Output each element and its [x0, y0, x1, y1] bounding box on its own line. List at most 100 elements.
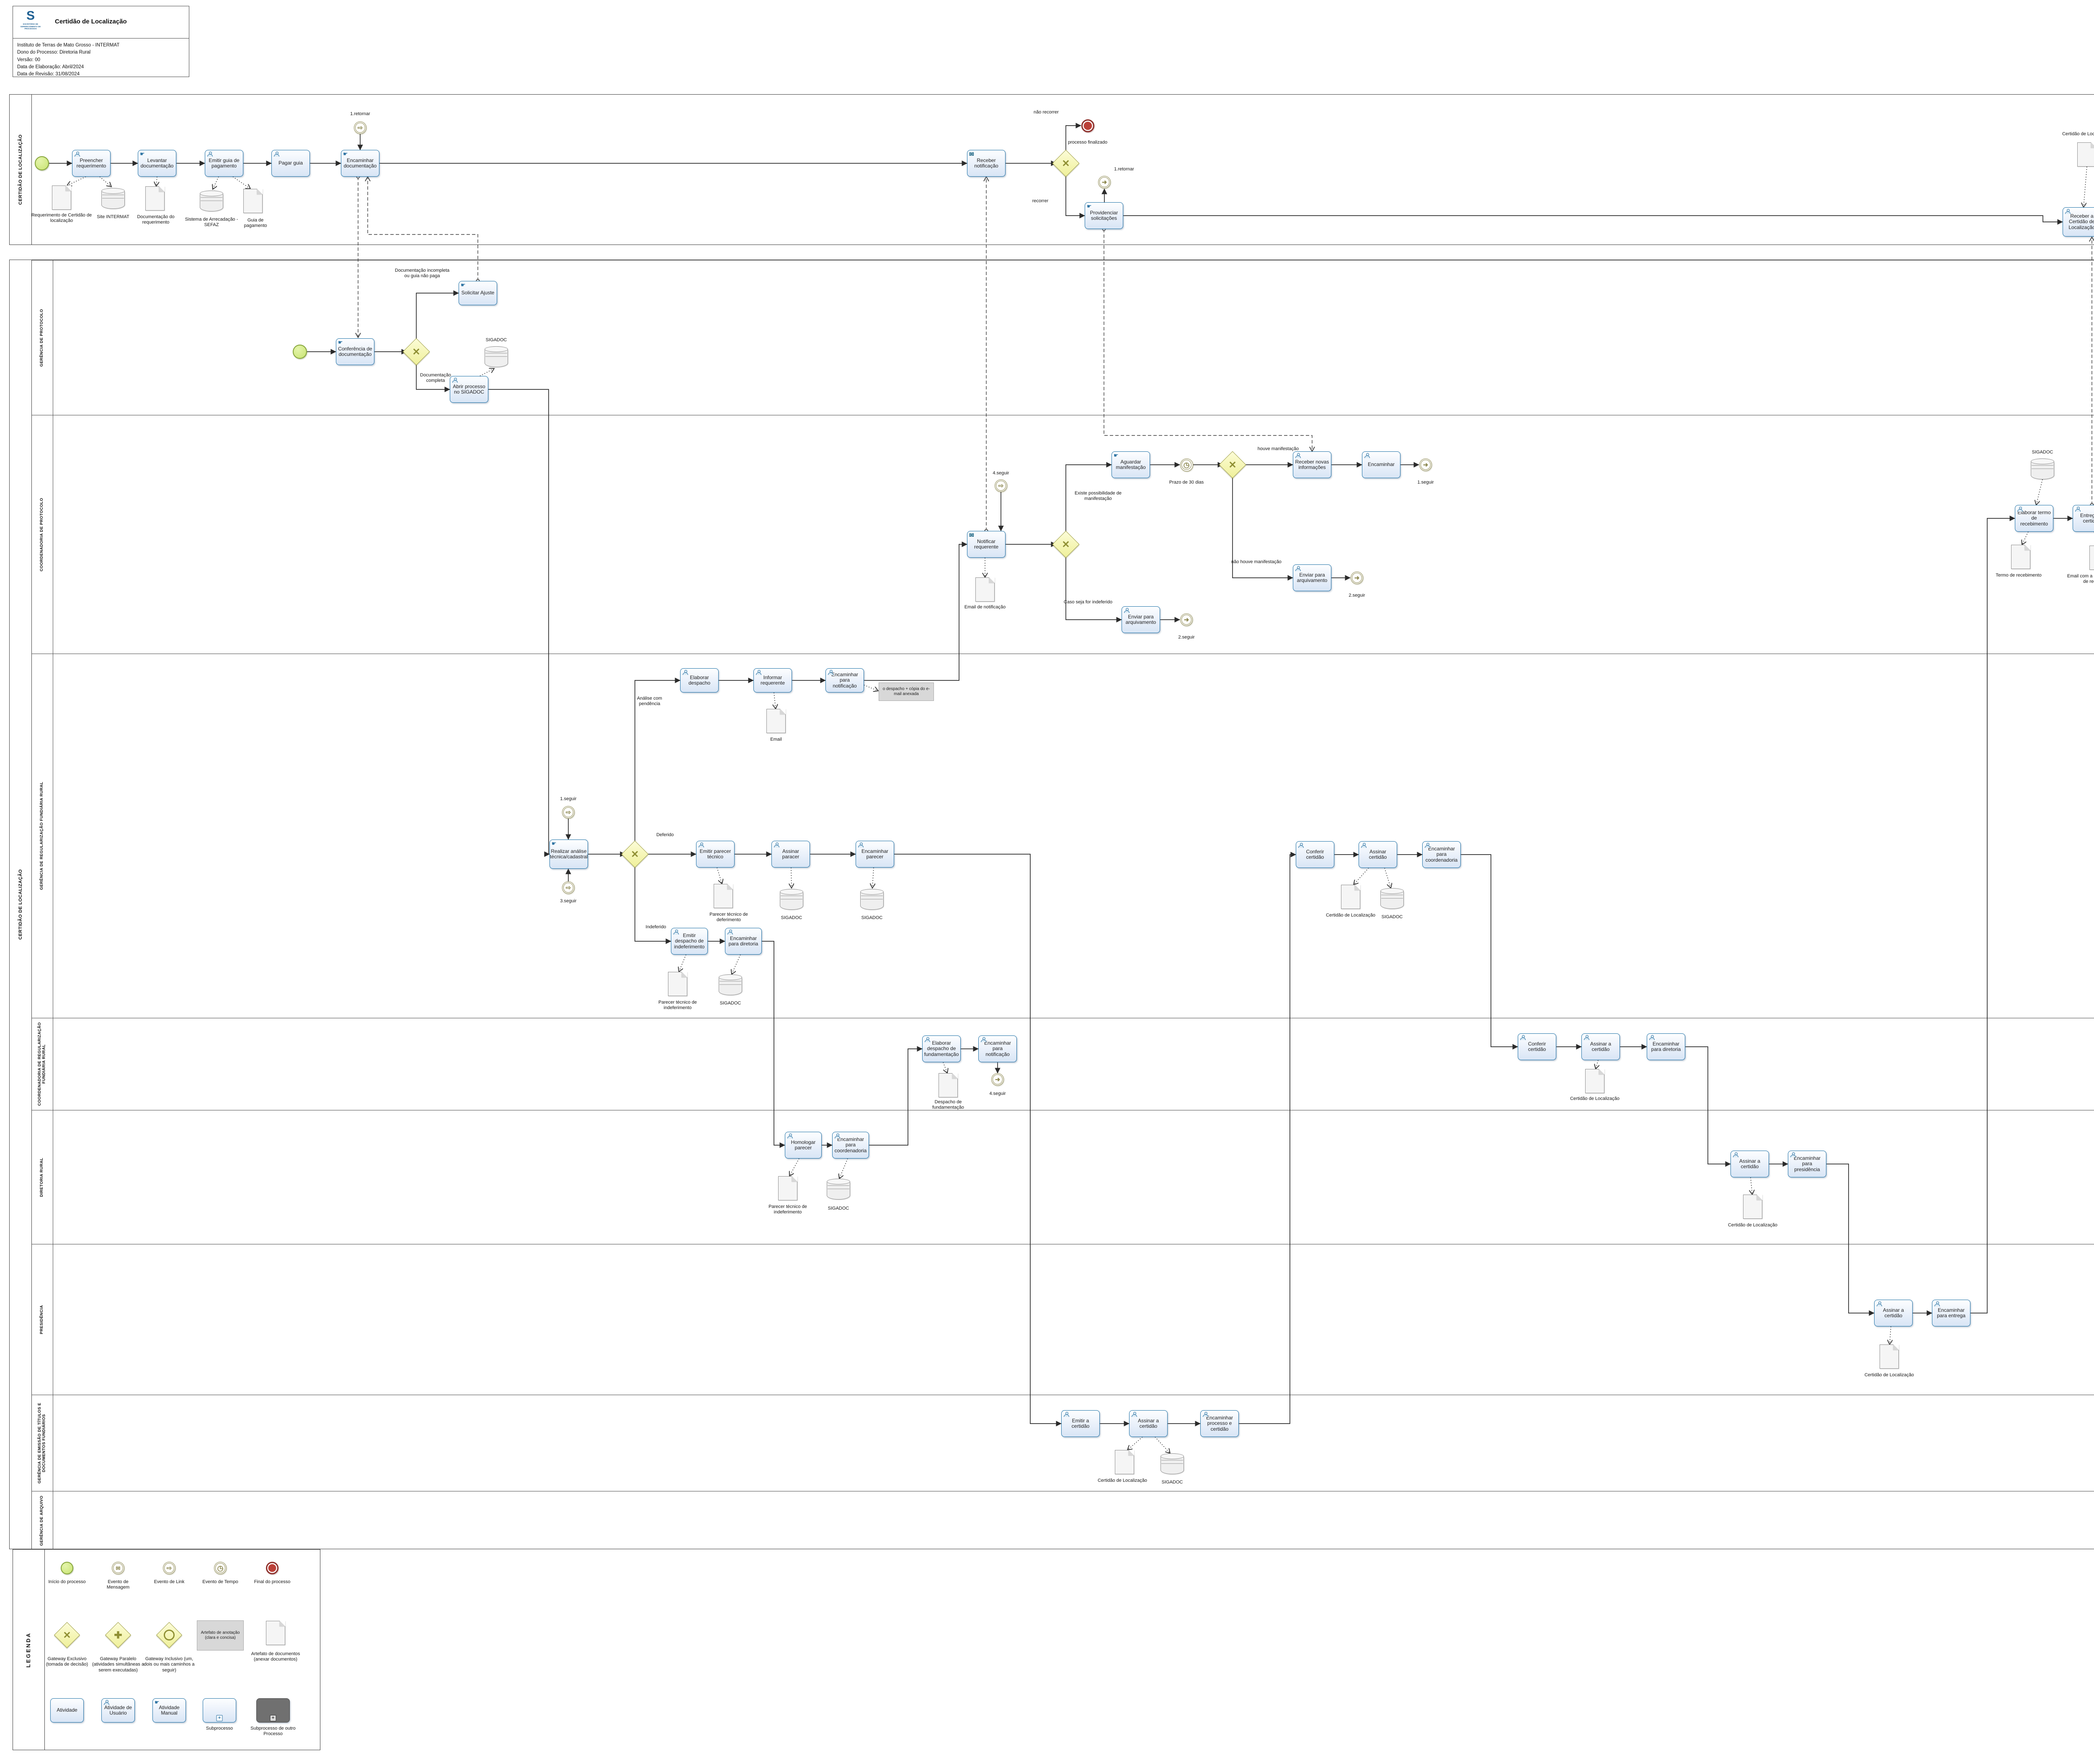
event-link-4seguir-throw[interactable]: ➜: [991, 1073, 1004, 1086]
db-sigadoc-parecer2[interactable]: [860, 889, 884, 910]
sequence-flow: [1970, 515, 2015, 1313]
label-certidao-grf: Certidão de Localização: [1326, 913, 1376, 918]
task-assinar-certidao-coord[interactable]: Assinar a certidão: [1581, 1033, 1620, 1060]
task-enviar-arquivamento-1[interactable]: Enviar para arquivamento: [1122, 606, 1160, 633]
task-elaborar-despacho-fundamentacao[interactable]: Elaborar despacho de fundamentação: [922, 1035, 961, 1062]
label-nao-recorrer: não recorrer: [1034, 110, 1059, 115]
event-link-2seguir-throw-b[interactable]: ➜: [1351, 572, 1363, 584]
task-assinar-certidao-ger[interactable]: Assinar a certidão: [1129, 1410, 1168, 1437]
exclusive-gateway-icon: ✕: [631, 848, 639, 860]
envelope-icon: ✉: [116, 1565, 121, 1571]
doc-parecer-indeferimento-1[interactable]: [668, 972, 687, 996]
task-encaminhar-processo-certidao[interactable]: Encaminhar processo e certidão: [1200, 1410, 1239, 1437]
task-assinar-certidao-pres[interactable]: Assinar a certidão: [1874, 1300, 1913, 1326]
task-assinar-parecer[interactable]: Assinar paracer: [771, 841, 810, 868]
task-enviar-arquivamento-2[interactable]: Enviar para arquivamento: [1293, 564, 1331, 591]
event-link-1retornar-throw[interactable]: ➜: [1098, 176, 1111, 188]
event-link-3seguir-catch[interactable]: ⇨: [562, 881, 575, 894]
task-emitir-parecer[interactable]: Emitir parecer técnico: [696, 841, 735, 868]
task-elaborar-termo[interactable]: Elaborar termo de recebimento: [2015, 505, 2053, 532]
doc-email-certidao[interactable]: [2089, 546, 2094, 570]
task-encaminhar-presidencia[interactable]: Encaminhar para presidência: [1788, 1151, 1826, 1177]
task-receber-novas-informacoes[interactable]: Receber novas informações: [1293, 451, 1331, 478]
doc-certidao-grf[interactable]: [1341, 885, 1360, 909]
db-sefaz[interactable]: [200, 191, 223, 211]
task-receber-certidao[interactable]: Receber a Certidão de Localização: [2063, 207, 2094, 237]
task-encaminhar-coordenadoria-dir[interactable]: Encaminhar para coordenadoria: [832, 1132, 869, 1159]
task-aguardar-manifestacao[interactable]: Aguardar manifestação ☛: [1111, 451, 1150, 478]
end-processo-finalizado[interactable]: [1081, 119, 1094, 132]
message-flow: [368, 177, 478, 281]
task-notificar-requerente[interactable]: Notificar requerente ✉: [967, 531, 1006, 558]
db-sigadoc-ger[interactable]: [1160, 1453, 1184, 1474]
task-realizar-analise[interactable]: Realizar análise técnica/cadastral ☛: [549, 840, 588, 869]
task-conferir-certidao-coord[interactable]: Conferir certidão: [1518, 1033, 1556, 1060]
task-encaminhar-documentacao[interactable]: Encaminhar documentação ☛: [341, 150, 379, 177]
doc-email-notificacao[interactable]: [975, 577, 995, 602]
task-emitir-despacho-indef[interactable]: Emitir despacho de indeferimento: [671, 928, 708, 955]
pool-label-band: CERTIDÃO DE LOCALIZAÇÃO: [10, 95, 32, 245]
annot-despacho[interactable]: o despacho + cópia do e-mail anexada: [879, 682, 934, 701]
event-link-2seguir-throw-a[interactable]: ➜: [1180, 613, 1193, 626]
task-abrir-processo-sigadoc[interactable]: Abrir processo no SIGADOC: [450, 376, 488, 403]
task-homologar-parecer[interactable]: Homologar parecer: [785, 1132, 822, 1159]
db-sigadoc-protocolo[interactable]: [485, 346, 508, 367]
task-informar-requerente[interactable]: Informar requerente: [753, 668, 792, 693]
sequence-flow: [634, 677, 681, 845]
task-solicitar-ajuste[interactable]: Solicitar Ajuste ☛: [459, 281, 497, 305]
start-protocolo[interactable]: [293, 345, 307, 359]
doc-requerimento[interactable]: [52, 185, 71, 210]
task-encaminhar-notificacao-coord[interactable]: Encaminhar para notificação: [978, 1035, 1017, 1062]
task-encaminhar-diretoria-grf[interactable]: Encaminhar para diretoria: [725, 928, 762, 955]
start-requerente[interactable]: [35, 156, 49, 170]
task-providenciar-solicitacoes[interactable]: Providenciar solicitações ☛: [1085, 202, 1123, 229]
event-link-1seguir-catch[interactable]: ⇨: [562, 806, 575, 819]
doc-parecer-deferimento[interactable]: [714, 884, 733, 908]
doc-certidao-ger[interactable]: [1115, 1450, 1134, 1474]
db-site-intermat[interactable]: [101, 188, 125, 209]
doc-certidao-pres[interactable]: [1880, 1344, 1899, 1369]
db-sigadoc-dir[interactable]: [827, 1179, 850, 1200]
task-encaminhar-entrega[interactable]: Encaminhar para entrega: [1932, 1300, 1970, 1326]
user-task-icon: [1877, 1301, 1882, 1306]
db-sigadoc-termo[interactable]: [2031, 458, 2054, 479]
legend-label-link: Evento de Link: [154, 1579, 185, 1584]
parallel-gateway-icon: ✚: [114, 1629, 122, 1640]
doc-certidao-top[interactable]: [2077, 142, 2094, 167]
task-levantar-documentacao[interactable]: Levantar documentação ☛: [138, 150, 176, 177]
event-link-1seguir-throw[interactable]: ➜: [1419, 458, 1432, 471]
task-emitir-guia[interactable]: Emitir guia de pagamento: [205, 150, 243, 177]
task-assinar-certidao-dir[interactable]: Assinar a certidão: [1730, 1151, 1769, 1177]
label-doc-documentacao: Documentação do requerimento: [137, 214, 175, 225]
event-timer-30dias[interactable]: ◷: [1180, 458, 1193, 471]
doc-despacho-fundamentacao[interactable]: [939, 1073, 958, 1097]
db-sigadoc-indef1[interactable]: [719, 974, 742, 995]
db-sigadoc-parecer1[interactable]: [780, 889, 803, 910]
task-encaminhar-coord[interactable]: Encaminhar: [1362, 451, 1400, 478]
db-sigadoc-grf[interactable]: [1380, 888, 1404, 909]
task-assinar-certidao-grf[interactable]: Assinar certidão: [1359, 841, 1397, 868]
doc-termo-recebimento[interactable]: [2011, 545, 2030, 569]
doc-certidao-dir[interactable]: [1743, 1195, 1762, 1219]
task-encaminhar-diretoria-coord[interactable]: Encaminhar para diretoria: [1647, 1033, 1685, 1060]
event-link-4seguir-catch[interactable]: ⇨: [995, 479, 1007, 492]
doc-email[interactable]: [766, 709, 786, 733]
user-task-icon: [2017, 507, 2023, 512]
task-pagar-guia[interactable]: Pagar guia: [271, 150, 310, 177]
task-encaminhar-notificacao-grf[interactable]: Encaminhar para notificação: [825, 668, 864, 693]
doc-guia-pagamento[interactable]: [243, 189, 263, 213]
event-link-1retornar-catch[interactable]: ⇨: [354, 121, 366, 134]
task-entregar-certidao[interactable]: Entregar a certidão: [2073, 505, 2094, 532]
doc-certidao-coord[interactable]: [1585, 1069, 1604, 1093]
task-preencher-requerimento[interactable]: Preencher requerimento: [72, 150, 111, 177]
task-encaminhar-coordenadoria-grf[interactable]: Encaminhar para coordenadoria: [1422, 841, 1461, 868]
task-receber-notificacao[interactable]: Receber notificação ✉: [967, 150, 1006, 177]
task-conferencia-documentacao[interactable]: Conferência de documentação ☛: [336, 338, 374, 365]
doc-parecer-indeferimento-2[interactable]: [778, 1176, 797, 1200]
data-association: [1127, 1437, 1143, 1450]
task-encaminhar-parecer[interactable]: Encaminhar parecer: [856, 841, 894, 868]
doc-documentacao-requerimento[interactable]: [145, 186, 165, 211]
task-emitir-certidao[interactable]: Emitir a certidão: [1061, 1410, 1100, 1437]
task-conferir-certidao-grf[interactable]: Conferir certidão: [1296, 841, 1334, 868]
task-elaborar-despacho[interactable]: Elaborar despacho: [680, 668, 719, 693]
